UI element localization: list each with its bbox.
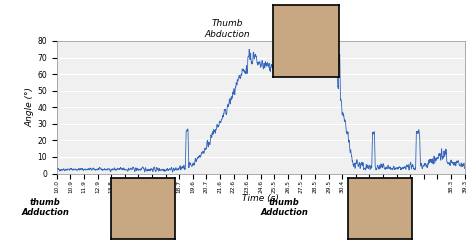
X-axis label: Time (s): Time (s) xyxy=(242,194,279,203)
Y-axis label: Angle (°): Angle (°) xyxy=(26,87,35,127)
Text: thumb
Adduction: thumb Adduction xyxy=(21,198,69,217)
Text: thumb
Adduction: thumb Adduction xyxy=(260,198,309,217)
Text: Thumb
Abduction: Thumb Abduction xyxy=(205,19,250,39)
